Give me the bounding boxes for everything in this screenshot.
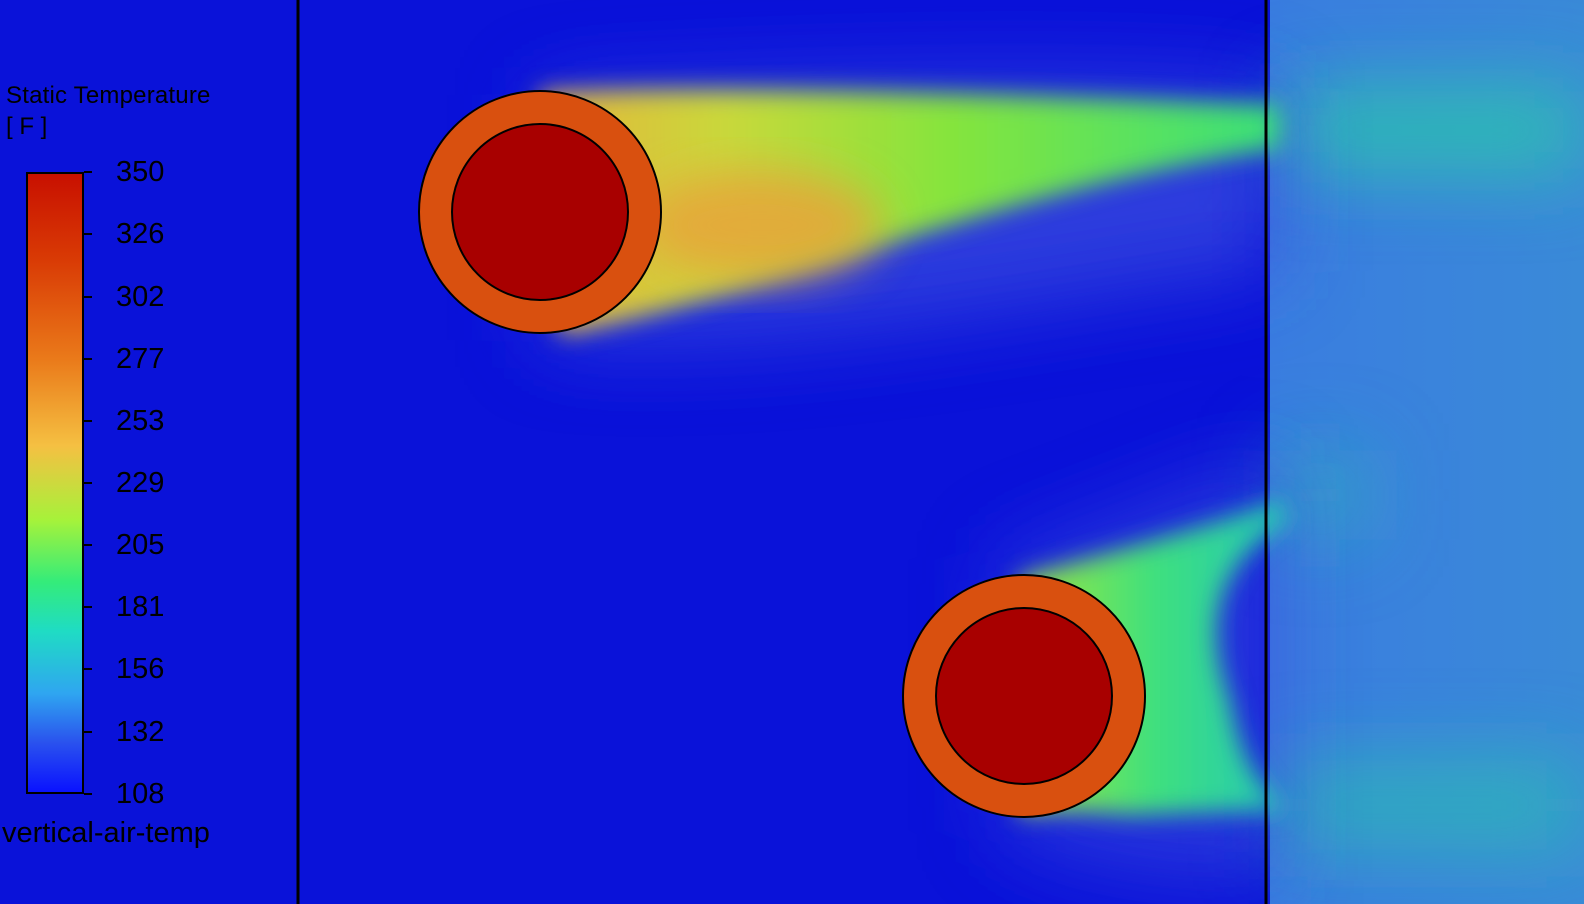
tick-mark (84, 420, 92, 422)
tick-label: 277 (116, 343, 165, 375)
lower-pipe-core (935, 607, 1113, 785)
tick-label: 350 (116, 156, 165, 188)
tick-mark (84, 171, 92, 173)
lower-pipe (902, 574, 1146, 818)
tick-label: 326 (116, 218, 165, 250)
tick-label: 253 (116, 405, 165, 437)
legend-unit: [ F ] (6, 113, 48, 140)
tick-label: 156 (116, 653, 165, 685)
tick-label: 229 (116, 467, 165, 499)
tick-mark (84, 606, 92, 608)
legend-title: Static Temperature (6, 82, 211, 109)
tick-label: 302 (116, 281, 165, 313)
top-plume-core (640, 170, 880, 280)
tick-mark (84, 233, 92, 235)
tick-label: 181 (116, 591, 165, 623)
tick-mark (84, 482, 92, 484)
colorbar (26, 172, 84, 794)
contour-name: vertical-air-temp (2, 817, 210, 849)
tick-label: 205 (116, 529, 165, 561)
tick-label: 132 (116, 716, 165, 748)
upper-pipe (418, 90, 662, 334)
tick-mark (84, 731, 92, 733)
outlet-warm-streaks (1270, 90, 1584, 850)
tick-mark (84, 358, 92, 360)
tick-mark (84, 668, 92, 670)
tick-label: 108 (116, 778, 165, 810)
upper-pipe-core (451, 123, 629, 301)
tick-mark (84, 793, 92, 795)
tick-mark (84, 544, 92, 546)
tick-mark (84, 296, 92, 298)
